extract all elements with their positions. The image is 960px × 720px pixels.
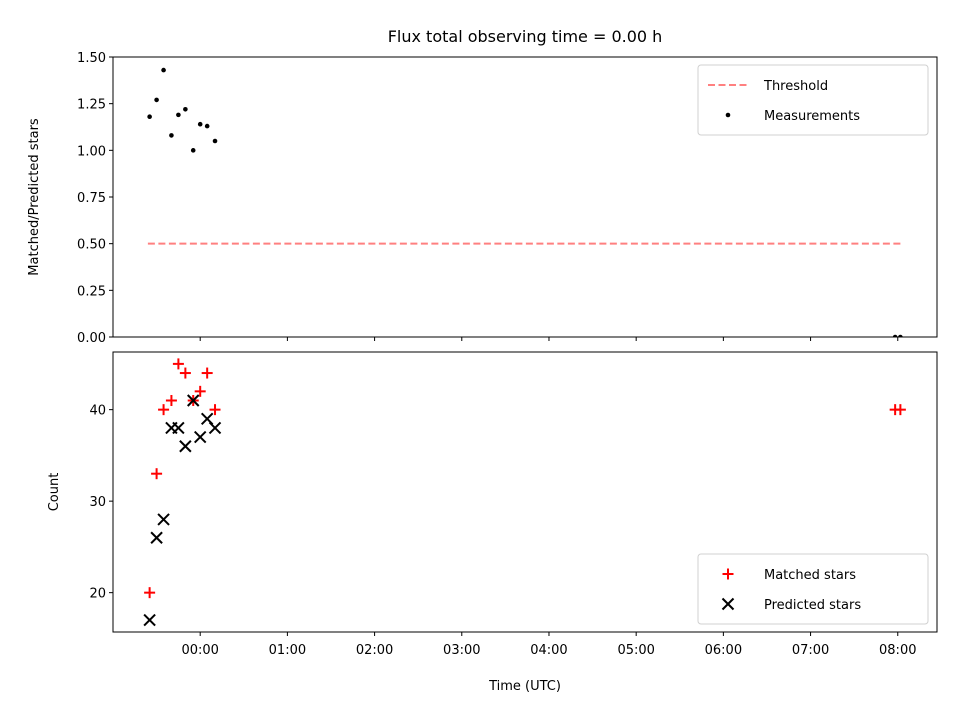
bottom-legend-matched-stars-swatch: [722, 568, 734, 580]
bottom-y-tick-label-2: 40: [89, 404, 106, 419]
bottom-series-matched-stars-point-8: [201, 367, 213, 379]
bottom-series-matched-stars-point-2: [158, 404, 170, 416]
bottom-y-tick-label-0: 20: [89, 587, 106, 602]
bottom-legend-predicted-stars-label: Predicted stars: [764, 598, 861, 613]
top-y-tick-label-5: 1.25: [77, 98, 106, 113]
bottom-legend-predicted-stars-swatch: [721, 597, 735, 611]
top-axes-frame: [112, 56, 938, 338]
top-series-measurements-point-8: [204, 123, 210, 129]
bottom-series-matched-stars-point-4: [172, 358, 184, 370]
bottom-legend-predicted-stars-swatch-b: [721, 597, 735, 611]
bottom-series-predicted-stars-point-8-b: [200, 412, 214, 426]
top-series-measurements-point-4: [176, 112, 181, 118]
bottom-series-predicted-stars-point-9-b: [208, 421, 222, 435]
x-tick-label-6: 06:00: [705, 643, 742, 658]
x-tick-label-8: 08:00: [879, 643, 916, 658]
top-legend-threshold-label: Threshold: [763, 79, 828, 94]
bottom-series-predicted-stars-point-7-b: [193, 430, 207, 444]
bottom-series-predicted-stars-point-6: [187, 394, 200, 407]
top-legend-measurements-swatch: [725, 112, 731, 118]
bottom-series-matched-stars-point-5: [179, 367, 191, 379]
x-tick-label-7: 07:00: [792, 643, 829, 658]
bottom-series-matched-stars-point-1: [151, 468, 163, 480]
top-y-tick-label-6: 1.50: [77, 51, 106, 66]
top-data: [147, 67, 903, 337]
top-y-tick-label-2: 0.50: [77, 238, 106, 253]
x-tick-label-3: 03:00: [443, 643, 480, 658]
bottom-series-predicted-stars-point-0-b: [143, 613, 156, 627]
x-tick-label-0: 00:00: [181, 643, 218, 658]
bottom-series-predicted-stars-point-4: [172, 421, 185, 435]
top-y-tick-label-4: 1.00: [77, 144, 106, 159]
x-tick-label-4: 04:00: [530, 643, 567, 658]
bottom-series-matched-stars-point-11: [894, 404, 906, 416]
top-series-measurements-point-10: [892, 334, 898, 337]
bottom-legend-box: [697, 553, 929, 625]
bottom-series-matched-stars-point-9: [209, 404, 221, 416]
top-legend-box: [697, 64, 929, 136]
bottom-series-predicted-stars-point-1: [150, 531, 163, 544]
bottom-legend: Matched stars Predicted stars: [697, 553, 929, 625]
top-y-tick-label-0: 0.00: [77, 331, 106, 346]
bottom-data: [143, 358, 906, 627]
x-axis-label: Time (UTC): [488, 679, 561, 694]
bottom-series-matched-stars-point-7: [194, 385, 206, 397]
bottom-series-predicted-stars-point-1-b: [150, 531, 163, 544]
bottom-series-matched-stars-point-0: [144, 587, 156, 599]
bottom-series-predicted-stars-point-4-b: [172, 421, 185, 435]
top-series-measurements-point-0: [147, 114, 152, 120]
top-legend: Threshold Measurements: [697, 64, 929, 136]
bottom-series-predicted-stars-point-5-b: [179, 440, 192, 453]
top-y-tick-label-1: 0.25: [77, 284, 106, 299]
chart-title: Flux total observing time = 0.00 h: [388, 27, 663, 46]
top-y-tick-label-3: 0.75: [77, 191, 106, 206]
bottom-series-predicted-stars-point-0: [143, 613, 156, 627]
top-series-measurements-point-5: [183, 106, 188, 112]
top-series-measurements-point-9: [212, 138, 218, 144]
x-tick-label-1: 01:00: [269, 643, 306, 658]
bottom-axes-frame: [112, 351, 938, 633]
top-series-measurements-point-1: [154, 97, 159, 103]
bottom-series-predicted-stars-point-2-b: [157, 513, 170, 526]
bottom-series-predicted-stars-point-9: [208, 421, 222, 435]
top-series-measurements-point-7: [197, 121, 203, 127]
bottom-series-predicted-stars-point-5: [179, 440, 192, 453]
top-series-measurements-point-2: [161, 67, 166, 73]
bottom-series-predicted-stars-point-2: [157, 513, 170, 526]
top-legend-measurements-label: Measurements: [764, 109, 860, 124]
bottom-series-matched-stars-point-3: [165, 394, 177, 406]
bottom-legend-matched-stars-label: Matched stars: [764, 568, 856, 583]
bottom-y-tick-label-1: 30: [89, 495, 106, 510]
top-series-measurements-point-3: [169, 133, 174, 138]
bottom-series-predicted-stars-point-6-b: [187, 394, 200, 407]
top-series-measurements-point-6: [190, 148, 196, 153]
top-y-axis-label: Matched/Predicted stars: [27, 118, 42, 276]
top-panel-ratio: 0.00 0.25 0.50 0.75 1.00 1.25 1.50 Matched/Pred…: [27, 51, 938, 346]
bottom-y-axis-label: Count: [47, 473, 62, 512]
x-tick-label-5: 05:00: [617, 643, 654, 658]
bottom-series-predicted-stars-point-7: [193, 430, 207, 444]
top-series-measurements-point-11: [898, 334, 903, 337]
bottom-panel-count: 20 30 40 00:00 01:00 02:00 03:00 04:00 05:00 06:0…: [47, 351, 938, 658]
x-tick-label-2: 02:00: [356, 643, 393, 658]
